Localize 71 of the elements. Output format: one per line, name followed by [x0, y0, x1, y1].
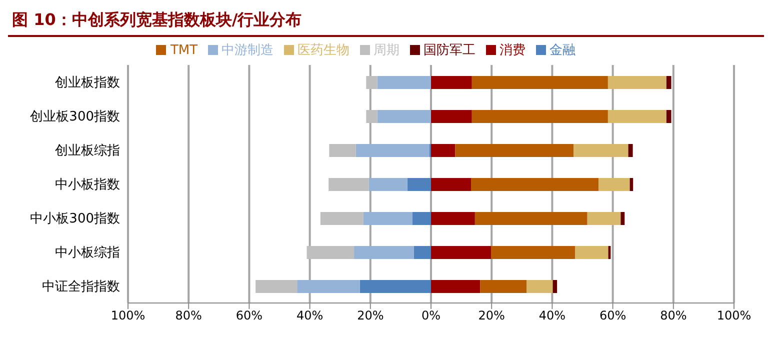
chart-title: 图 10：中创系列宽基指数板块/行业分布 — [8, 8, 764, 37]
x-tick-label: 40% — [538, 308, 566, 323]
bar — [526, 280, 553, 293]
bar — [574, 144, 628, 157]
legend-label: 医药生物 — [298, 43, 350, 58]
bar — [297, 280, 360, 293]
bar — [470, 178, 599, 191]
bar — [431, 280, 480, 293]
bar — [490, 246, 576, 259]
y-tick-label: 创业板综指 — [55, 144, 120, 159]
bar — [414, 246, 431, 259]
bar — [320, 212, 364, 225]
legend-label: 中游制造 — [222, 43, 274, 58]
legend-label: 国防军工 — [424, 43, 476, 58]
bar — [377, 76, 431, 89]
bar — [368, 178, 408, 191]
x-tick-label: 100% — [716, 308, 752, 323]
legend-label: 金融 — [550, 43, 576, 58]
bar — [431, 212, 475, 225]
bar — [377, 110, 431, 123]
y-tick-label: 中证全指指数 — [42, 280, 120, 295]
x-tick-label: 100% — [110, 308, 146, 323]
bar — [608, 110, 666, 123]
bar — [552, 280, 558, 293]
bar — [630, 178, 634, 191]
bar — [666, 76, 672, 89]
bar — [472, 76, 608, 89]
x-tick-label: 20% — [357, 308, 384, 323]
bar — [598, 178, 630, 191]
bar — [431, 76, 472, 89]
x-tick-label: 60% — [599, 308, 626, 323]
bar — [480, 280, 527, 293]
bar — [360, 280, 431, 293]
legend-label: 周期 — [374, 43, 400, 58]
bar — [256, 280, 298, 293]
bar — [472, 110, 608, 123]
legend-label: 消费 — [500, 43, 526, 58]
y-tick-label: 创业板300指数 — [30, 110, 120, 125]
x-tick-label: 80% — [660, 308, 687, 323]
bar — [366, 76, 378, 89]
x-tick-label: 40% — [296, 308, 324, 323]
bar — [328, 178, 369, 191]
bar — [412, 212, 431, 225]
bar — [354, 246, 414, 259]
bar — [628, 144, 633, 157]
y-tick-label: 创业板指数 — [55, 76, 120, 91]
bar — [431, 110, 472, 123]
bar — [608, 76, 666, 89]
bar — [431, 144, 456, 157]
bar — [431, 246, 491, 259]
bar — [366, 110, 378, 123]
bar — [620, 212, 625, 225]
bar — [329, 144, 356, 157]
bar — [407, 178, 431, 191]
bar — [363, 212, 413, 225]
x-tick-label: 80% — [175, 308, 202, 323]
legend-label: TMT — [170, 43, 198, 58]
y-tick-label: 中小板综指 — [55, 246, 120, 261]
bar — [455, 144, 574, 157]
bar — [575, 246, 608, 259]
bar — [306, 246, 354, 259]
x-tick-label: 60% — [236, 308, 263, 323]
bar — [431, 178, 471, 191]
x-tick-label: 0% — [421, 308, 441, 323]
bar — [666, 110, 672, 123]
y-tick-label: 中小板指数 — [55, 178, 120, 193]
bar — [587, 212, 621, 225]
y-tick-label: 中小板300指数 — [30, 212, 120, 227]
bar — [474, 212, 588, 225]
x-tick-label: 20% — [478, 308, 505, 323]
bar — [356, 144, 430, 157]
